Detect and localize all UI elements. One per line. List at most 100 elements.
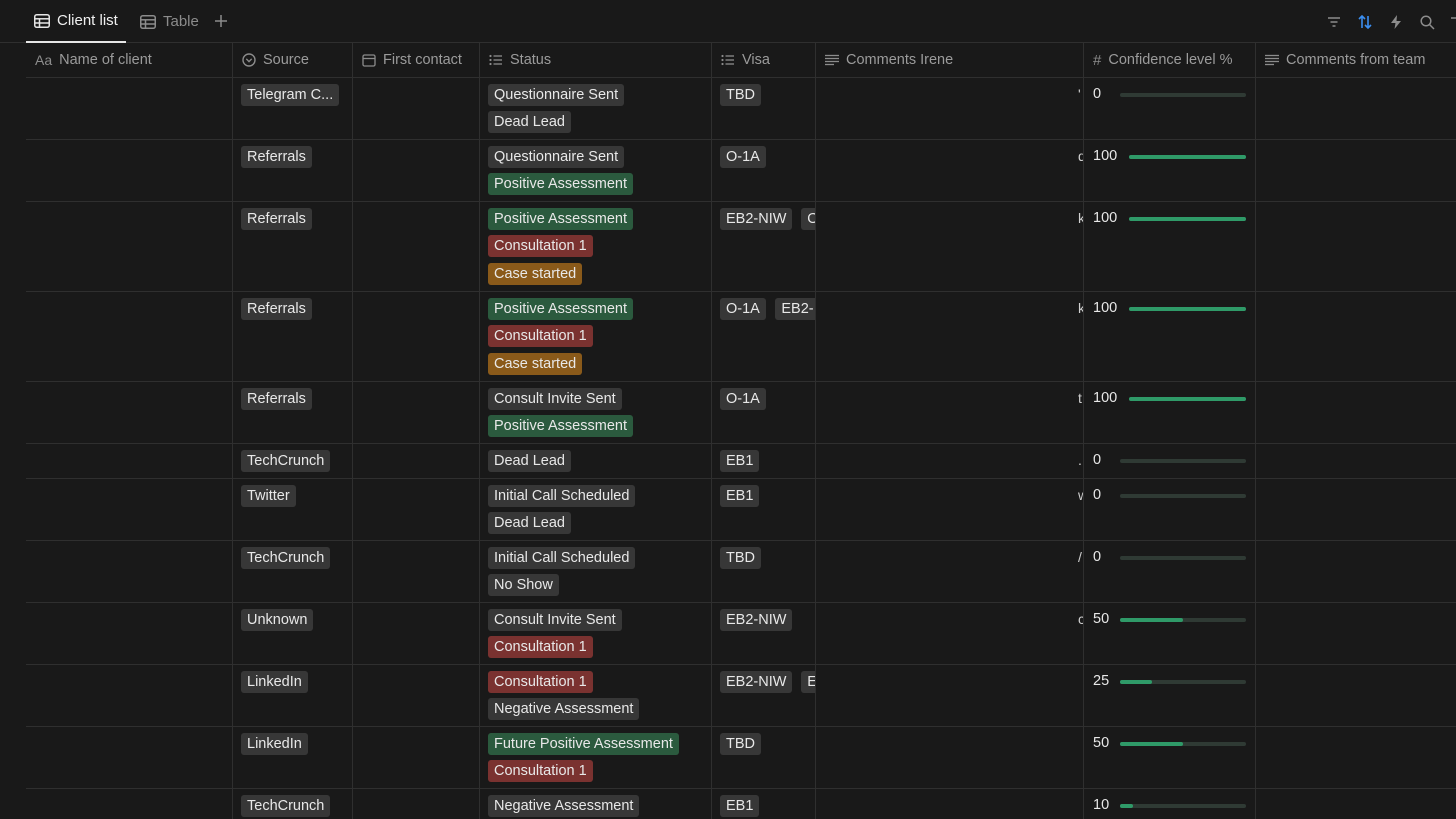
- cell-name[interactable]: [26, 479, 233, 540]
- cell-comments-team[interactable]: [1256, 382, 1456, 443]
- cell-source[interactable]: TechCrunch: [233, 789, 353, 819]
- more-options-icon[interactable]: [1450, 14, 1456, 26]
- cell-name[interactable]: [26, 541, 233, 602]
- cell-comments-irene[interactable]: [816, 727, 1084, 788]
- cell-comments-irene[interactable]: k: [816, 202, 1084, 291]
- cell-source[interactable]: Twitter: [233, 479, 353, 540]
- cell-source[interactable]: Referrals: [233, 140, 353, 201]
- cell-visa[interactable]: EB1: [712, 479, 816, 540]
- cell-confidence[interactable]: 0: [1084, 479, 1256, 540]
- cell-confidence[interactable]: 100: [1084, 382, 1256, 443]
- column-header-status[interactable]: Status: [480, 43, 712, 78]
- cell-name[interactable]: [26, 444, 233, 478]
- table-row[interactable]: TechCrunch Negative AssessmentConsultatio…: [26, 789, 1456, 819]
- cell-source[interactable]: LinkedIn: [233, 727, 353, 788]
- cell-status[interactable]: Positive Assessment Consultation 1 Case st…: [480, 202, 712, 291]
- cell-source[interactable]: TechCrunch: [233, 541, 353, 602]
- table-row[interactable]: TechCrunch Initial Call Scheduled No Show T…: [26, 541, 1456, 603]
- cell-name[interactable]: [26, 78, 233, 139]
- column-header-name[interactable]: Aa Name of client: [26, 43, 233, 78]
- cell-name[interactable]: [26, 202, 233, 291]
- cell-confidence[interactable]: 0: [1084, 541, 1256, 602]
- cell-status[interactable]: Consult Invite Sent Consultation 1: [480, 603, 712, 664]
- table-row[interactable]: Referrals Positive Assessment Consultation…: [26, 292, 1456, 382]
- cell-confidence[interactable]: 50: [1084, 603, 1256, 664]
- cell-comments-irene[interactable]: [816, 789, 1084, 819]
- cell-comments-irene[interactable]: ': [816, 78, 1084, 139]
- tab-table[interactable]: Table: [140, 0, 199, 43]
- table-row[interactable]: Unknown Consult Invite Sent Consultation 1…: [26, 603, 1456, 665]
- table-row[interactable]: LinkedIn Future Positive Assessment Consul…: [26, 727, 1456, 789]
- table-row[interactable]: LinkedIn Consultation 1 Negative Assessmen…: [26, 665, 1456, 727]
- cell-comments-irene[interactable]: /: [816, 541, 1084, 602]
- cell-name[interactable]: [26, 382, 233, 443]
- tab-client-list[interactable]: Client list: [26, 0, 126, 43]
- cell-confidence[interactable]: 0: [1084, 444, 1256, 478]
- cell-comments-team[interactable]: [1256, 78, 1456, 139]
- cell-comments-team[interactable]: [1256, 603, 1456, 664]
- cell-comments-irene[interactable]: c: [816, 603, 1084, 664]
- cell-status[interactable]: Future Positive Assessment Consultation 1: [480, 727, 712, 788]
- cell-name[interactable]: [26, 140, 233, 201]
- cell-name[interactable]: [26, 727, 233, 788]
- table-row[interactable]: Telegram C... Questionnaire Sent Dead Lead…: [26, 78, 1456, 140]
- table-row[interactable]: Referrals Positive Assessment Consultation…: [26, 202, 1456, 292]
- cell-source[interactable]: Unknown: [233, 603, 353, 664]
- column-header-confidence[interactable]: # Confidence level %: [1084, 43, 1256, 78]
- cell-source[interactable]: LinkedIn: [233, 665, 353, 726]
- cell-name[interactable]: [26, 665, 233, 726]
- cell-status[interactable]: Initial Call Scheduled Dead Lead: [480, 479, 712, 540]
- cell-status[interactable]: Questionnaire Sent Positive Assessment: [480, 140, 712, 201]
- table-row[interactable]: Twitter Initial Call Scheduled Dead Lead EB…: [26, 479, 1456, 541]
- table-row[interactable]: Referrals Questionnaire Sent Positive Asse…: [26, 140, 1456, 202]
- cell-confidence[interactable]: 25: [1084, 665, 1256, 726]
- cell-confidence[interactable]: 100: [1084, 202, 1256, 291]
- cell-visa[interactable]: TBD: [712, 541, 816, 602]
- cell-name[interactable]: [26, 603, 233, 664]
- column-header-comments-team[interactable]: Comments from team: [1256, 43, 1456, 78]
- cell-source[interactable]: TechCrunch: [233, 444, 353, 478]
- cell-first-contact[interactable]: [353, 479, 480, 540]
- cell-status[interactable]: Questionnaire Sent Dead Lead: [480, 78, 712, 139]
- cell-confidence[interactable]: 10: [1084, 789, 1256, 819]
- column-header-comments-irene[interactable]: Comments Irene: [816, 43, 1084, 78]
- cell-source[interactable]: Telegram C...: [233, 78, 353, 139]
- cell-visa[interactable]: TBD: [712, 727, 816, 788]
- cell-name[interactable]: [26, 789, 233, 819]
- cell-visa[interactable]: O-1A: [712, 382, 816, 443]
- cell-visa[interactable]: TBD: [712, 78, 816, 139]
- cell-comments-team[interactable]: [1256, 140, 1456, 201]
- cell-visa[interactable]: EB2-NIW E: [712, 665, 816, 726]
- cell-status[interactable]: Consultation 1 Negative Assessment: [480, 665, 712, 726]
- cell-comments-irene[interactable]: k: [816, 292, 1084, 381]
- cell-visa[interactable]: O-1A EB2-: [712, 292, 816, 381]
- cell-confidence[interactable]: 0: [1084, 78, 1256, 139]
- cell-source[interactable]: Referrals: [233, 382, 353, 443]
- cell-status[interactable]: Dead Lead: [480, 444, 712, 478]
- cell-first-contact[interactable]: [353, 665, 480, 726]
- cell-comments-team[interactable]: [1256, 665, 1456, 726]
- cell-comments-team[interactable]: [1256, 202, 1456, 291]
- search-button[interactable]: [1417, 12, 1437, 32]
- cell-name[interactable]: [26, 292, 233, 381]
- cell-comments-team[interactable]: [1256, 444, 1456, 478]
- cell-first-contact[interactable]: [353, 789, 480, 819]
- table-row[interactable]: TechCrunch Dead Lead EB1. 0: [26, 444, 1456, 479]
- cell-comments-irene[interactable]: w: [816, 479, 1084, 540]
- cell-confidence[interactable]: 100: [1084, 140, 1256, 201]
- cell-comments-team[interactable]: [1256, 479, 1456, 540]
- cell-first-contact[interactable]: [353, 292, 480, 381]
- cell-first-contact[interactable]: [353, 202, 480, 291]
- cell-comments-team[interactable]: [1256, 292, 1456, 381]
- column-header-first-contact[interactable]: First contact: [353, 43, 480, 78]
- cell-comments-irene[interactable]: d: [816, 140, 1084, 201]
- cell-first-contact[interactable]: [353, 444, 480, 478]
- cell-comments-irene[interactable]: t: [816, 382, 1084, 443]
- cell-comments-team[interactable]: [1256, 789, 1456, 819]
- cell-first-contact[interactable]: [353, 727, 480, 788]
- cell-visa[interactable]: EB2-NIW O: [712, 202, 816, 291]
- filter-button[interactable]: [1324, 12, 1344, 32]
- cell-comments-team[interactable]: [1256, 541, 1456, 602]
- column-header-source[interactable]: Source: [233, 43, 353, 78]
- cell-status[interactable]: Initial Call Scheduled No Show: [480, 541, 712, 602]
